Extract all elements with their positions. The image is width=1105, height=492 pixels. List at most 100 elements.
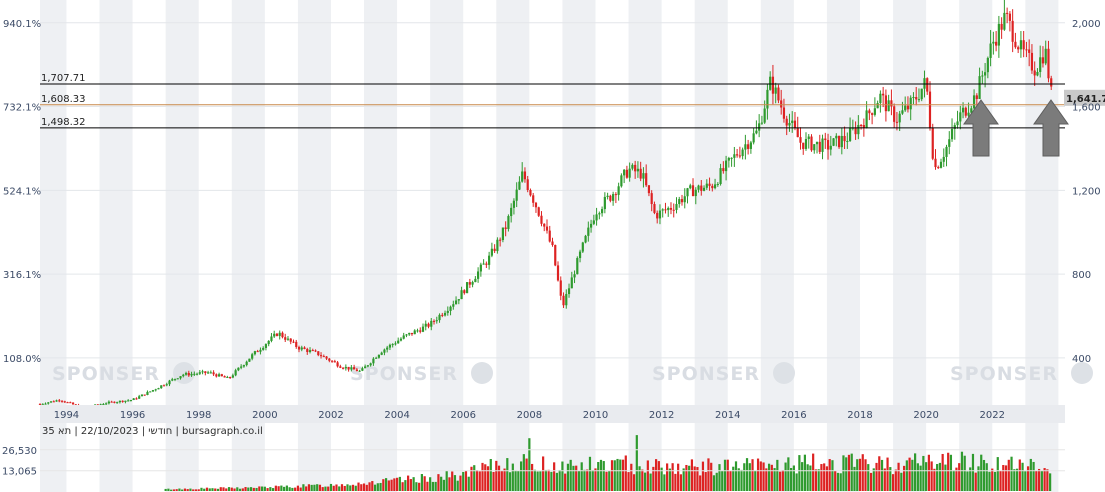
- candle-body: [843, 135, 846, 142]
- candle-body: [240, 366, 243, 368]
- candle: [364, 364, 367, 369]
- volume-bar: [801, 462, 804, 491]
- volume-bar: [1032, 461, 1035, 491]
- volume-bar: [850, 453, 853, 491]
- candle-body: [887, 100, 890, 112]
- candle: [813, 144, 816, 154]
- candle-body: [915, 96, 918, 100]
- candle-body: [121, 400, 124, 402]
- volume-bar: [489, 458, 492, 491]
- volume-bar: [329, 483, 333, 491]
- candle: [388, 343, 392, 351]
- candle: [52, 400, 55, 403]
- candle: [325, 356, 328, 361]
- candle: [736, 148, 739, 158]
- candle-body: [656, 212, 659, 219]
- candle: [832, 137, 835, 147]
- volume-bar: [610, 460, 614, 491]
- candle-body: [972, 95, 976, 109]
- volume-bar: [302, 484, 305, 491]
- candle-body: [215, 374, 218, 377]
- candle: [716, 182, 719, 187]
- candle-body: [52, 401, 55, 403]
- candle-body: [760, 122, 764, 124]
- candle-body: [912, 96, 915, 98]
- candle-body: [835, 135, 838, 139]
- volume-bar: [236, 487, 239, 491]
- candle-body: [377, 354, 381, 358]
- candle: [171, 377, 174, 382]
- candle: [124, 400, 127, 404]
- candle: [570, 271, 573, 289]
- candle: [1039, 45, 1042, 78]
- candle-body: [129, 400, 133, 402]
- candle-body: [989, 43, 992, 58]
- candle: [697, 184, 700, 193]
- candle: [317, 351, 320, 357]
- candle: [1044, 40, 1047, 66]
- candle: [788, 113, 791, 132]
- candle-body: [868, 110, 871, 114]
- candle-body: [330, 360, 334, 362]
- volume-bar: [806, 464, 809, 491]
- candle: [220, 373, 223, 377]
- candle: [854, 121, 857, 140]
- volume-bar: [448, 477, 451, 491]
- candle-body: [926, 78, 929, 92]
- candle: [595, 207, 598, 226]
- candle-body: [135, 398, 138, 400]
- candle: [209, 370, 212, 374]
- volume-bar: [985, 463, 988, 491]
- candle: [603, 192, 606, 214]
- candle: [113, 401, 116, 404]
- volume-bar: [395, 477, 399, 491]
- candle: [143, 394, 146, 396]
- watermarks: SPONSER SPONSER SPONSER SPONSER: [52, 362, 1093, 385]
- volume-bar: [1004, 465, 1008, 491]
- volume-bar: [511, 463, 514, 491]
- volume-bar: [241, 488, 244, 491]
- volume-bar: [1015, 468, 1019, 491]
- reference-line-label: 1,608.33: [41, 94, 86, 105]
- candle: [1050, 75, 1053, 91]
- candle-body: [802, 142, 805, 149]
- candle: [515, 182, 518, 208]
- candle-body: [791, 120, 794, 123]
- candle-body: [1044, 48, 1047, 64]
- candle: [55, 399, 58, 402]
- candle-body: [217, 374, 221, 377]
- x-axis-tick: 1994: [54, 410, 79, 421]
- candle: [140, 394, 144, 397]
- volume-bar: [767, 463, 771, 491]
- volume-bar: [442, 479, 446, 491]
- candle-body: [669, 207, 673, 210]
- volume-bar: [338, 486, 341, 491]
- candle-body: [179, 376, 182, 379]
- volume-bar: [991, 468, 994, 491]
- candle: [149, 391, 152, 393]
- candle-body: [369, 363, 372, 366]
- volume-bar: [566, 463, 570, 491]
- candle: [950, 118, 954, 142]
- volume-bar: [522, 454, 525, 491]
- volume-bar: [550, 471, 553, 491]
- candle: [562, 292, 565, 309]
- candle: [532, 192, 535, 207]
- candle: [683, 188, 686, 209]
- candle: [691, 178, 695, 197]
- volume-bar: [564, 473, 567, 491]
- candle: [286, 336, 290, 341]
- candle: [584, 234, 587, 244]
- candle-body: [959, 112, 962, 122]
- candle-body: [256, 351, 259, 353]
- volume-bar: [580, 462, 583, 491]
- candle-body: [1036, 71, 1039, 76]
- candle-body: [540, 215, 543, 224]
- volume-bar: [269, 487, 272, 491]
- volume-bar: [1007, 459, 1010, 491]
- candle: [675, 197, 678, 214]
- candle: [424, 320, 427, 331]
- volume-bar: [393, 478, 396, 491]
- candle-body: [694, 189, 697, 197]
- candle-body: [727, 158, 730, 161]
